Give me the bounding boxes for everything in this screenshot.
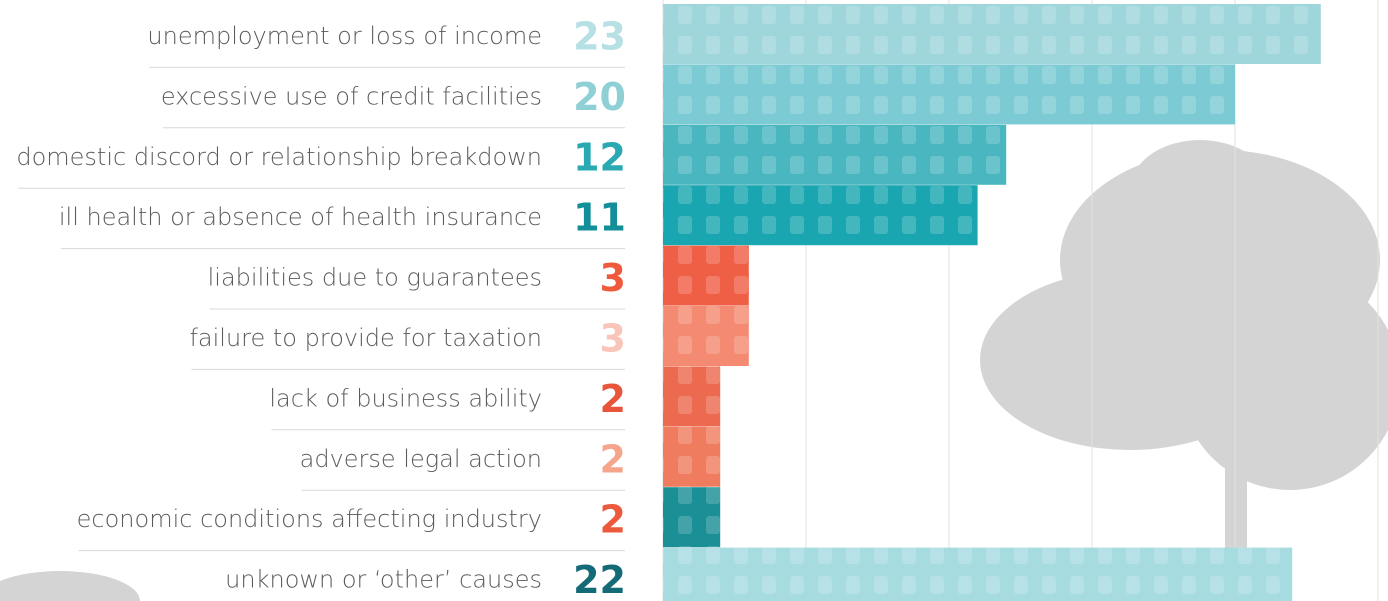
bar-icons <box>663 64 1235 125</box>
value-label: 23 <box>573 15 626 59</box>
bar-group <box>663 306 749 366</box>
bar-icons <box>663 306 749 366</box>
bar-group <box>663 185 978 246</box>
bar-icons <box>663 487 721 548</box>
category-label: unknown or ‘other’ causes <box>225 566 542 594</box>
category-label: adverse legal action <box>300 445 542 473</box>
value-label: 2 <box>600 437 626 481</box>
tree-background <box>0 140 1388 601</box>
value-label: 3 <box>600 317 626 361</box>
value-label: 20 <box>573 75 626 119</box>
category-label: liabilities due to guarantees <box>208 264 542 292</box>
value-label: 3 <box>600 256 626 300</box>
bar-icons <box>663 124 1007 185</box>
value-label: 12 <box>573 135 626 179</box>
rows: unemployment or loss of income 23excessiv… <box>16 4 1321 601</box>
category-label: unemployment or loss of income <box>147 22 542 50</box>
value-label: 2 <box>600 377 626 421</box>
bar-group <box>663 245 749 306</box>
bar-group <box>663 366 721 427</box>
category-label: economic conditions affecting industry <box>77 505 542 533</box>
bar-icons <box>663 245 749 306</box>
category-label: lack of business ability <box>269 384 542 412</box>
bar-group <box>663 124 1007 185</box>
bar-group <box>663 487 721 548</box>
value-label: 22 <box>573 558 626 601</box>
category-label: excessive use of credit facilities <box>161 82 542 110</box>
bar-group <box>663 4 1321 64</box>
value-label: 11 <box>573 196 626 240</box>
bar-icons <box>663 426 721 487</box>
bar-group <box>663 547 1293 601</box>
bar-icons <box>663 185 978 246</box>
value-label: 2 <box>600 498 626 542</box>
bar-group <box>663 64 1235 125</box>
bar-group <box>663 426 721 487</box>
category-label: failure to provide for taxation <box>189 324 542 352</box>
category-label: domestic discord or relationship breakdo… <box>16 143 542 171</box>
bar-icons <box>663 366 721 427</box>
category-label: ill health or absence of health insuranc… <box>59 203 542 231</box>
bar-icons <box>663 547 1293 601</box>
bar-icons <box>663 4 1321 64</box>
